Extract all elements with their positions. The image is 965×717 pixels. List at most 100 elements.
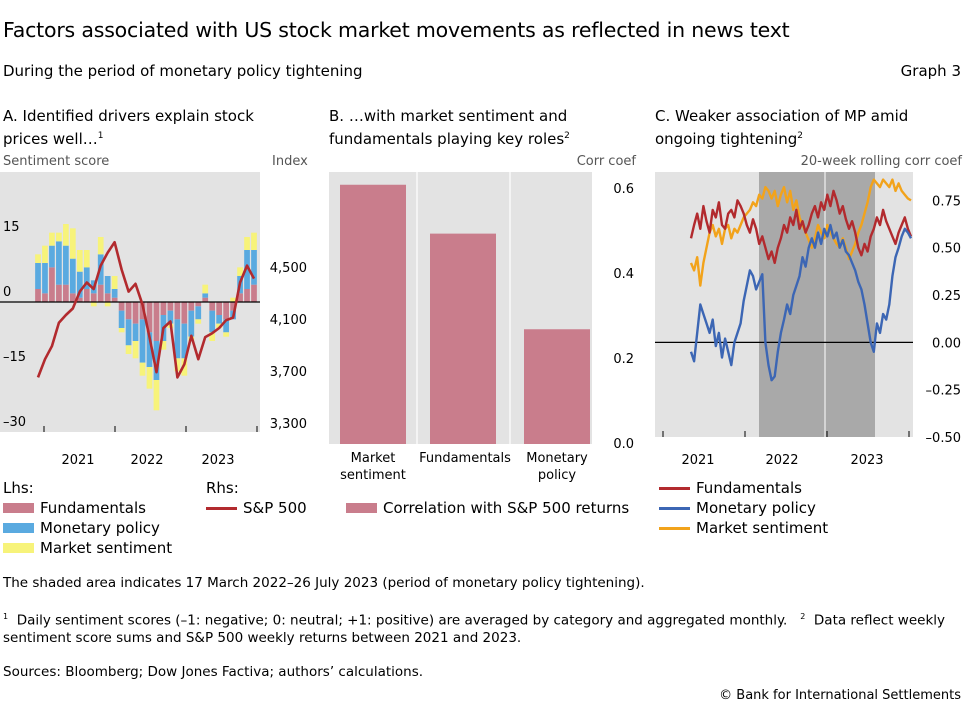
- legend-label: S&P 500: [243, 499, 307, 517]
- x-tick-label: 2022: [130, 453, 163, 468]
- y-tick-label: 0.4: [613, 267, 634, 282]
- line-monetary-policy: [689, 223, 913, 382]
- panel-b-legend: Correlation with S&P 500 returns: [346, 498, 629, 518]
- bar-monetary-policy: [132, 323, 139, 341]
- legend-label: Monetary policy: [696, 499, 816, 517]
- bar-monetary-policy: [56, 241, 62, 285]
- bar-market-sentiment: [244, 237, 250, 250]
- x-category-label: Monetary: [526, 451, 588, 466]
- legend-label: Fundamentals: [696, 479, 802, 497]
- bar-market-sentiment: [49, 232, 55, 246]
- bar-market-sentiment: [340, 184, 406, 444]
- x-category-label: policy: [538, 468, 577, 483]
- legend-rhs-label: Rhs:: [206, 479, 239, 497]
- legend-lhs-label: Lhs:: [3, 479, 34, 497]
- bar-market-sentiment: [56, 232, 62, 242]
- bar-monetary-policy: [125, 319, 132, 346]
- bar-fundamentals: [42, 293, 48, 302]
- bar-market-sentiment: [35, 254, 41, 263]
- y-tick-label: 0.25: [932, 289, 961, 304]
- bar-fundamentals: [195, 302, 202, 307]
- copyright: © Bank for International Settlements: [719, 688, 961, 703]
- panel-a-right-axis-label: Index: [272, 154, 308, 169]
- footnote-2a: Data reflect weekly: [813, 612, 946, 629]
- bar-fundamentals: [188, 302, 195, 311]
- graph-number: Graph 3: [900, 62, 961, 80]
- bar-market-sentiment: [76, 250, 83, 272]
- bar-market-sentiment: [202, 284, 209, 294]
- bar-monetary-policy: [244, 250, 250, 289]
- y-tick-label: 0.0: [613, 437, 634, 452]
- bar-market-sentiment: [195, 319, 202, 324]
- bar-fundamentals: [167, 302, 174, 311]
- bar-market-sentiment: [97, 237, 104, 255]
- bar-market-sentiment: [160, 341, 167, 350]
- bar-monetary-policy: [524, 329, 590, 444]
- y-tick-label: –30: [3, 415, 26, 430]
- y2-tick-label: 4,100: [270, 313, 307, 328]
- bar-fundamentals: [69, 293, 76, 302]
- bar-market-sentiment: [83, 250, 90, 268]
- bar-fundamentals: [146, 302, 153, 333]
- bar-market-sentiment: [69, 228, 76, 259]
- bar-market-sentiment: [111, 276, 118, 289]
- y-tick-label: –15: [3, 350, 26, 365]
- x-category-label: sentiment: [340, 468, 406, 483]
- panel-a-title: A. Identified drivers explain stock pric…: [3, 107, 254, 148]
- sources: Sources: Bloomberg; Dow Jones Factiva; a…: [3, 664, 424, 680]
- bar-monetary-policy: [118, 310, 125, 328]
- fundamentals-swatch: [3, 503, 34, 513]
- bar-monetary-policy: [216, 315, 223, 324]
- shading-note: The shaded area indicates 17 March 2022–…: [3, 575, 645, 591]
- page-title: Factors associated with US stock market …: [3, 18, 790, 42]
- panel-c-right-axis-label: 20-week rolling corr coef: [800, 154, 962, 169]
- bar-market-sentiment: [125, 345, 132, 354]
- panel-b-chart: 0.0 0.2 0.4 0.6 Market sentiment Fundamentals M…: [329, 172, 634, 483]
- bar-fundamentals: [118, 302, 125, 311]
- bar-monetary-policy: [35, 263, 41, 289]
- bar-market-sentiment: [251, 232, 257, 250]
- bar-market-sentiment: [209, 332, 216, 341]
- bar-market-sentiment: [90, 302, 97, 307]
- bar-monetary-policy: [188, 310, 195, 337]
- y-tick-label: –0.50: [926, 431, 961, 446]
- bar-fundamentals: [104, 293, 111, 302]
- bar-fundamentals: [49, 267, 55, 302]
- y-tick-label: –0.25: [926, 384, 961, 399]
- bar-market-sentiment: [42, 245, 48, 263]
- bar-monetary-policy: [251, 250, 257, 285]
- legend-item-fundamentals: Fundamentals: [659, 478, 828, 498]
- legend-label: Correlation with S&P 500 returns: [383, 499, 630, 517]
- bar-fundamentals: [90, 293, 97, 302]
- y2-tick-label: 4,500: [270, 261, 307, 276]
- y-tick-label: 15: [3, 220, 20, 235]
- bar-monetary-policy: [146, 332, 153, 367]
- legend-item-market-sentiment: Market sentiment: [3, 538, 172, 558]
- panel-a-legend-lhs: Lhs: Fundamentals Monetary policy Market…: [3, 478, 172, 558]
- legend-label: Monetary policy: [40, 519, 160, 537]
- bar-market-sentiment: [118, 328, 125, 333]
- bar-monetary-policy: [76, 271, 83, 298]
- x-tick-label: 2023: [201, 453, 234, 468]
- panel-a-chart: –30 –15 0 15 3,300 3,700 4,100 4,500 2021 2022 202…: [0, 172, 307, 468]
- panel-a-left-axis-label: Sentiment score: [3, 154, 110, 169]
- x-tick-label: 2023: [850, 453, 883, 468]
- bar-monetary-policy: [83, 267, 90, 289]
- bar-fundamentals: [230, 302, 236, 311]
- sp500-swatch: [206, 506, 237, 510]
- bar-monetary-policy: [49, 245, 55, 268]
- monetary-policy-swatch: [3, 523, 34, 533]
- line-fundamentals: [689, 189, 913, 265]
- bar-monetary-policy: [223, 319, 229, 333]
- market-sentiment-swatch: [659, 526, 690, 530]
- bar-monetary-policy: [202, 293, 209, 298]
- bar-monetary-policy: [111, 289, 118, 298]
- market-sentiment-swatch: [3, 543, 34, 553]
- bar-fundamentals: [237, 293, 243, 302]
- bar-fundamentals: [430, 233, 496, 444]
- x-category-label: Market: [351, 451, 396, 466]
- bar-market-sentiment: [223, 332, 229, 337]
- bar-monetary-policy: [209, 310, 216, 333]
- bar-fundamentals: [223, 302, 229, 320]
- bar-market-sentiment: [237, 267, 243, 276]
